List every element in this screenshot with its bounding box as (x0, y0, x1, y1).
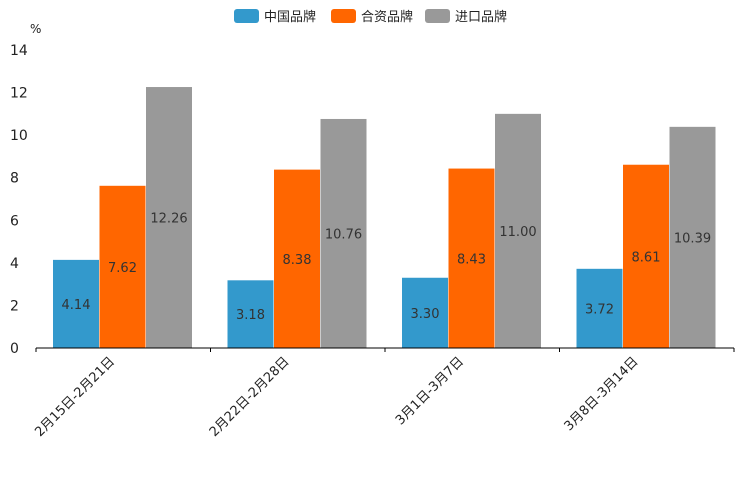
data-label-1-4: 3.72 (585, 302, 614, 317)
y-tick-label-6: 6 (10, 213, 19, 229)
y-tick-label-2: 2 (10, 298, 19, 314)
y-tick-label-14: 14 (10, 43, 28, 59)
bar-3-4 (669, 126, 716, 348)
data-label-2-4: 8.61 (632, 250, 661, 265)
data-label-3-4: 10.39 (674, 231, 711, 246)
bar-2-1 (99, 185, 146, 348)
data-label-2-2: 8.38 (283, 253, 312, 268)
bar-2-2 (274, 169, 320, 348)
y-axis: 0 2 4 6 8 10 12 14 (10, 43, 28, 357)
legend-swatch-2 (331, 9, 356, 23)
bar-1-3 (402, 277, 448, 348)
data-label-1-2: 3.18 (236, 308, 265, 323)
legend: 中国品牌 合资品牌 进口品牌 (234, 9, 507, 25)
data-label-3-3: 11.00 (499, 225, 536, 240)
x-axis: 2月15日-2月21日 2月22日-2月28日 3月1日-3月7日 3月8日-3月14… (32, 347, 735, 440)
y-tick-label-12: 12 (10, 86, 28, 102)
x-category-label-3: 3月1日-3月7日 (393, 354, 467, 428)
bar-3-2 (320, 118, 367, 348)
y-tick-label-10: 10 (10, 128, 28, 144)
x-category-label-1: 2月15日-2月21日 (32, 354, 118, 440)
legend-swatch-3 (425, 9, 450, 23)
y-tick-label-0: 0 (10, 341, 19, 357)
y-tick-label-8: 8 (10, 171, 19, 187)
data-label-2-1: 7.62 (108, 261, 137, 276)
legend-label-3: 进口品牌 (455, 9, 507, 25)
y-tick-label-4: 4 (10, 256, 19, 272)
bar-3-1 (146, 87, 192, 348)
y-axis-unit: % (30, 22, 41, 36)
bar-2-4 (623, 164, 669, 348)
bar-1-1 (53, 259, 99, 348)
bar-3-3 (495, 113, 541, 348)
legend-label-1: 中国品牌 (264, 9, 316, 25)
data-label-3-1: 12.26 (150, 212, 187, 227)
legend-swatch-1 (234, 9, 259, 23)
data-label-1-1: 4.14 (62, 298, 91, 313)
bar-1-2 (227, 280, 274, 348)
data-label-1-3: 3.30 (411, 307, 440, 322)
bar-2-3 (448, 168, 495, 348)
legend-label-2: 合资品牌 (361, 9, 413, 25)
data-label-3-2: 10.76 (325, 227, 362, 242)
data-label-2-3: 8.43 (457, 252, 486, 267)
x-category-label-2: 2月22日-2月28日 (207, 354, 293, 440)
bar-1-4 (576, 268, 623, 348)
bar-series: 4.14 7.62 12.26 3.18 8.38 10.76 3.30 8.43 11.00 3… (53, 87, 716, 348)
x-category-label-4: 3月8日-3月14日 (562, 354, 642, 434)
